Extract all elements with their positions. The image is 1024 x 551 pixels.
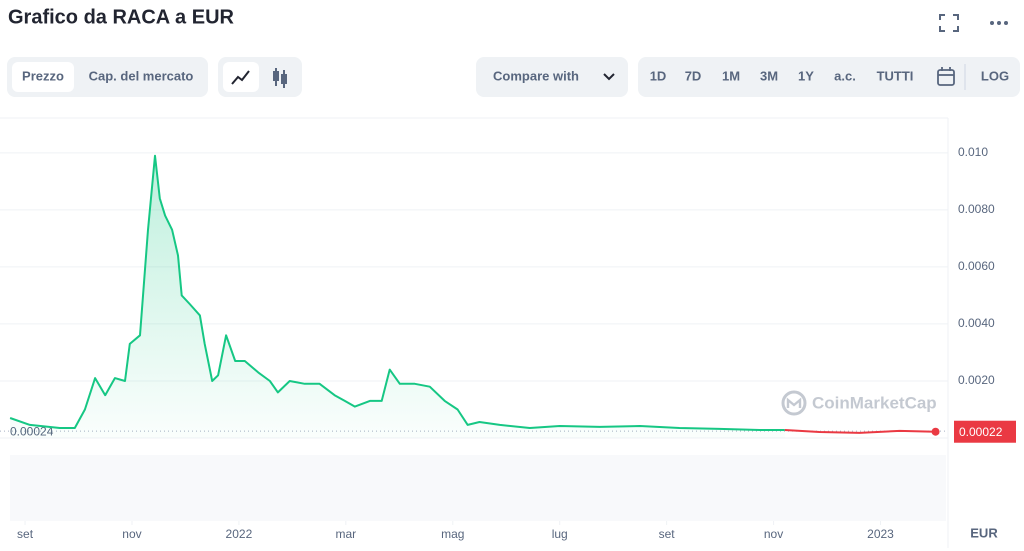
page-title: Grafico da RACA a EUR xyxy=(8,6,235,28)
range-button[interactable]: 1D xyxy=(650,68,667,83)
volume-band xyxy=(10,455,946,521)
price-line xyxy=(9,154,785,431)
tab-active[interactable] xyxy=(12,62,74,92)
x-tick-label: 2022 xyxy=(226,527,253,541)
watermark-text: CoinMarketCap xyxy=(812,393,937,412)
range-button[interactable]: 1Y xyxy=(798,68,814,83)
y-tick-label: 0.0060 xyxy=(958,259,995,273)
tab-market-cap[interactable]: Cap. del mercato xyxy=(89,68,194,83)
line-type-button[interactable] xyxy=(223,62,259,92)
compare-dropdown[interactable] xyxy=(476,57,628,97)
last-price-label: 0.00022 xyxy=(959,425,1003,439)
compare-label[interactable]: Compare with xyxy=(493,68,579,83)
x-tick-label: set xyxy=(659,527,676,541)
log-toggle[interactable]: LOG xyxy=(981,68,1009,83)
more-icon[interactable] xyxy=(990,21,1008,25)
candle-icon[interactable] xyxy=(273,68,287,88)
range-button[interactable]: a.c. xyxy=(834,68,856,83)
x-tick-label: lug xyxy=(552,527,568,541)
range-button[interactable]: TUTTI xyxy=(877,68,914,83)
area-fill xyxy=(10,155,785,438)
range-button[interactable]: 3M xyxy=(760,68,778,83)
x-tick-label: mar xyxy=(335,527,356,541)
chevron-icon xyxy=(603,73,615,81)
watermark: CoinMarketCap xyxy=(781,390,937,416)
y-tick-label: 0.0040 xyxy=(958,316,995,330)
range-button[interactable]: 7D xyxy=(685,68,702,83)
last-point xyxy=(931,427,940,436)
price-line xyxy=(784,429,936,434)
line-icon xyxy=(231,70,250,85)
x-tick-label: mag xyxy=(441,527,464,541)
currency-label: EUR xyxy=(970,525,998,540)
x-tick-label: nov xyxy=(122,527,141,541)
expand-icon[interactable] xyxy=(939,14,959,32)
range-group xyxy=(638,57,1020,97)
x-tick-label: set xyxy=(17,527,34,541)
tab-price[interactable]: Prezzo xyxy=(22,68,64,83)
last-price-tag xyxy=(954,420,1016,443)
x-tick-label: 2023 xyxy=(867,527,894,541)
range-button[interactable]: 1M xyxy=(722,68,740,83)
y-tick-label: 0.010 xyxy=(958,145,988,159)
y-tick-label: 0.0020 xyxy=(958,373,995,387)
calendar-icon[interactable] xyxy=(937,67,955,86)
x-tick-label: nov xyxy=(764,527,783,541)
y-tick-label: 0.0080 xyxy=(958,202,995,216)
